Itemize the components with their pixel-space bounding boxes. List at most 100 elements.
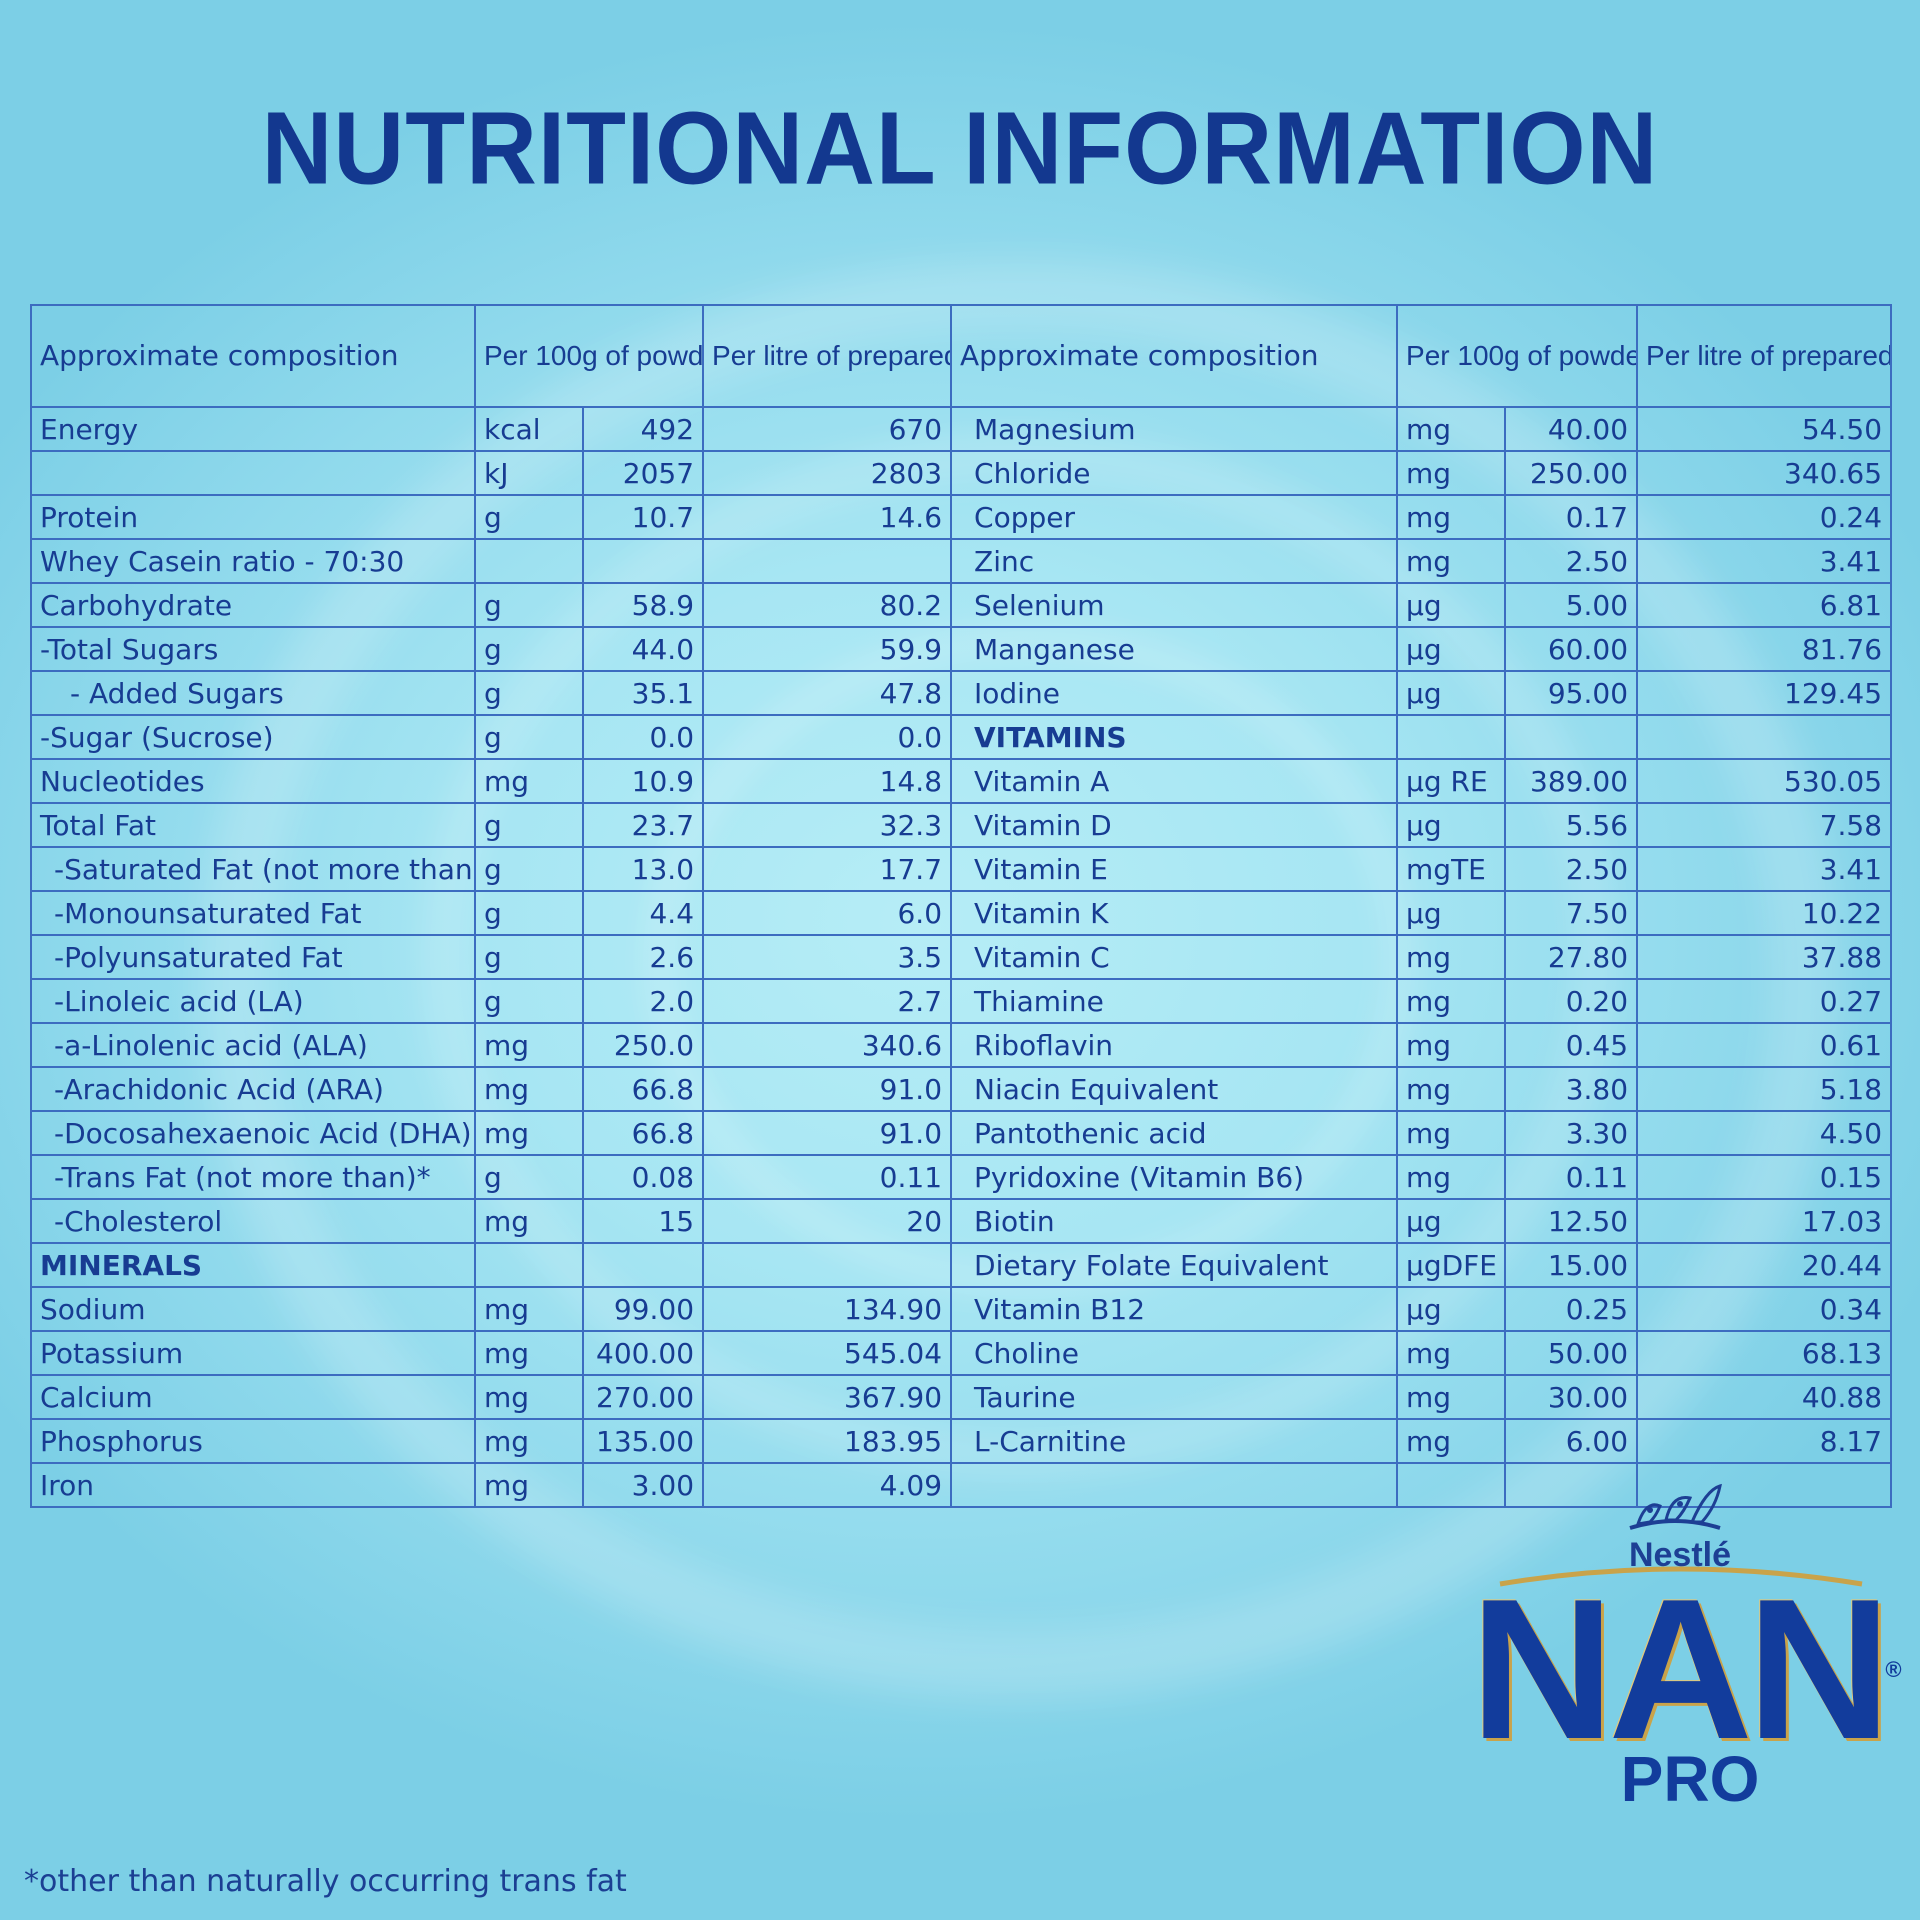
table-body: Energy kcal 492 670 Magnesium mg 40.00 54.50 kJ 2… bbox=[30, 406, 1893, 1508]
nutrient-unit: mg bbox=[474, 1418, 584, 1464]
value-per-litre: 3.41 bbox=[1636, 538, 1893, 584]
nutrient-unit: mg bbox=[1396, 494, 1507, 540]
value-per-litre: 134.90 bbox=[702, 1286, 953, 1332]
nutrient-name: -Docosahexaenoic Acid (DHA) bbox=[30, 1110, 476, 1156]
nutrient-name bbox=[950, 1462, 1399, 1508]
table-row: Whey Casein ratio - 70:30 Zinc mg 2.50 3.41 bbox=[30, 538, 1893, 584]
nutrient-name: Niacin Equivalent bbox=[950, 1066, 1399, 1112]
nutrient-name: Zinc bbox=[950, 538, 1399, 584]
nutrient-name: Energy bbox=[30, 406, 476, 452]
value-per-100g bbox=[581, 1242, 705, 1288]
table-row: MINERALS Dietary Folate Equivalent µgDFE 15… bbox=[30, 1242, 1893, 1288]
value-per-100g: 492 bbox=[581, 406, 705, 452]
nutrient-unit: g bbox=[474, 802, 584, 848]
value-per-100g: 2057 bbox=[581, 450, 705, 496]
value-per-100g: 7.50 bbox=[1504, 890, 1639, 936]
value-per-litre: 80.2 bbox=[702, 582, 953, 628]
value-per-100g: 15.00 bbox=[1504, 1242, 1639, 1288]
value-per-litre: 20 bbox=[702, 1198, 953, 1244]
nutrient-name: Carbohydrate bbox=[30, 582, 476, 628]
table-row: Energy kcal 492 670 Magnesium mg 40.00 54.50 bbox=[30, 406, 1893, 452]
value-per-litre: 6.0 bbox=[702, 890, 953, 936]
nutrient-name: -Trans Fat (not more than)* bbox=[30, 1154, 476, 1200]
nutrient-unit: kJ bbox=[474, 450, 584, 496]
nutrient-name bbox=[30, 450, 476, 496]
value-per-litre: 6.81 bbox=[1636, 582, 1893, 628]
value-per-litre: 37.88 bbox=[1636, 934, 1893, 980]
registered-mark: ® bbox=[1885, 1657, 1902, 1682]
table-header-row: Approximate composition Per 100g of powd… bbox=[30, 304, 1893, 408]
nutrient-unit: µg bbox=[1396, 1286, 1507, 1332]
nutrient-name: Chloride bbox=[950, 450, 1399, 496]
nutrient-unit: mg bbox=[474, 758, 584, 804]
nutrient-name: Vitamin B12 bbox=[950, 1286, 1399, 1332]
nutrient-name: VITAMINS bbox=[950, 714, 1399, 760]
value-per-litre: 68.13 bbox=[1636, 1330, 1893, 1376]
value-per-100g: 250.00 bbox=[1504, 450, 1639, 496]
header-per100g-left: Per 100g of powder bbox=[473, 304, 705, 408]
value-per-100g: 12.50 bbox=[1504, 1198, 1639, 1244]
value-per-litre: 129.45 bbox=[1636, 670, 1893, 716]
value-per-100g: 0.17 bbox=[1504, 494, 1639, 540]
nutrient-unit: kcal bbox=[474, 406, 584, 452]
value-per-100g: 3.30 bbox=[1504, 1110, 1639, 1156]
nutrient-unit: g bbox=[474, 890, 584, 936]
value-per-litre: 47.8 bbox=[702, 670, 953, 716]
value-per-litre: 81.76 bbox=[1636, 626, 1893, 672]
value-per-100g: 4.4 bbox=[581, 890, 705, 936]
nutrient-unit: mg bbox=[474, 1110, 584, 1156]
value-per-litre: 5.18 bbox=[1636, 1066, 1893, 1112]
nutrient-unit: g bbox=[474, 714, 584, 760]
nutrient-name: -Total Sugars bbox=[30, 626, 476, 672]
nutrient-name: Iron bbox=[30, 1462, 476, 1508]
table-row: Phosphorus mg 135.00 183.95 L-Carnitine mg 6.0… bbox=[30, 1418, 1893, 1464]
nutrient-name: Whey Casein ratio - 70:30 bbox=[30, 538, 476, 584]
value-per-litre: 8.17 bbox=[1636, 1418, 1893, 1464]
value-per-100g: 270.00 bbox=[581, 1374, 705, 1420]
nutrient-unit: mg bbox=[1396, 934, 1507, 980]
nutrient-name: Protein bbox=[30, 494, 476, 540]
value-per-litre: 40.88 bbox=[1636, 1374, 1893, 1420]
nutrient-name: Thiamine bbox=[950, 978, 1399, 1024]
value-per-litre: 367.90 bbox=[702, 1374, 953, 1420]
nutrient-name: Riboflavin bbox=[950, 1022, 1399, 1068]
nutrient-name: -Saturated Fat (not more than) bbox=[30, 846, 476, 892]
nutrient-name: L-Carnitine bbox=[950, 1418, 1399, 1464]
value-per-100g: 0.45 bbox=[1504, 1022, 1639, 1068]
value-per-100g: 35.1 bbox=[581, 670, 705, 716]
value-per-litre: 91.0 bbox=[702, 1110, 953, 1156]
value-per-litre: 530.05 bbox=[1636, 758, 1893, 804]
value-per-litre: 340.65 bbox=[1636, 450, 1893, 496]
product-line: PRO bbox=[1620, 1743, 1760, 1815]
nutrient-name: Vitamin E bbox=[950, 846, 1399, 892]
value-per-litre bbox=[702, 1242, 953, 1288]
nutrient-name: -Cholesterol bbox=[30, 1198, 476, 1244]
nutrient-name: - Added Sugars bbox=[30, 670, 476, 716]
nutrient-unit: µgDFE bbox=[1396, 1242, 1507, 1288]
value-per-100g: 0.20 bbox=[1504, 978, 1639, 1024]
nutrient-unit: mg bbox=[1396, 1066, 1507, 1112]
value-per-litre: 0.0 bbox=[702, 714, 953, 760]
value-per-litre: 10.22 bbox=[1636, 890, 1893, 936]
value-per-100g: 135.00 bbox=[581, 1418, 705, 1464]
nutrient-unit: mg bbox=[1396, 1374, 1507, 1420]
table-row: - Added Sugars g 35.1 47.8 Iodine µg 95.00 129.… bbox=[30, 670, 1893, 716]
header-composition-right: Approximate composition bbox=[950, 304, 1399, 408]
nutrient-name: -Monounsaturated Fat bbox=[30, 890, 476, 936]
nutrient-name: MINERALS bbox=[30, 1242, 476, 1288]
nutrient-unit: µg bbox=[1396, 626, 1507, 672]
nutrient-unit: mg bbox=[474, 1374, 584, 1420]
value-per-100g: 10.9 bbox=[581, 758, 705, 804]
value-per-litre: 2.7 bbox=[702, 978, 953, 1024]
nutrient-name: Vitamin A bbox=[950, 758, 1399, 804]
value-per-100g: 5.56 bbox=[1504, 802, 1639, 848]
value-per-litre: 32.3 bbox=[702, 802, 953, 848]
nutrient-name: Vitamin K bbox=[950, 890, 1399, 936]
nutrient-unit: mg bbox=[1396, 1330, 1507, 1376]
nutrient-unit bbox=[474, 538, 584, 584]
nutrient-unit: g bbox=[474, 582, 584, 628]
value-per-litre: 7.58 bbox=[1636, 802, 1893, 848]
value-per-litre: 17.7 bbox=[702, 846, 953, 892]
nutrient-unit: µg bbox=[1396, 1198, 1507, 1244]
